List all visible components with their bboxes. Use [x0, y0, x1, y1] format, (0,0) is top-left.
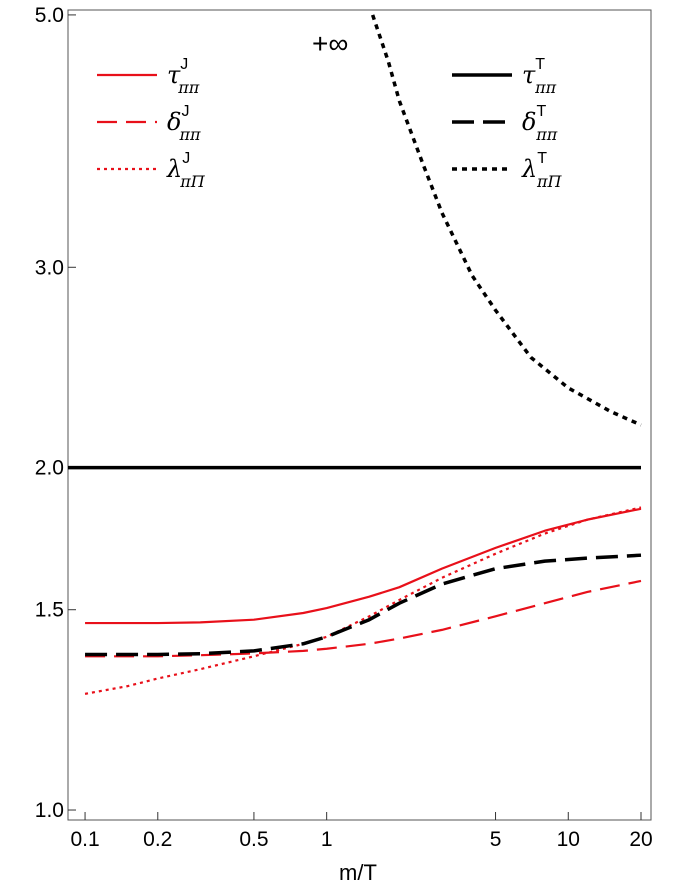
- legend-superscript: T: [536, 103, 546, 120]
- y-tick-label: 1.5: [35, 599, 64, 622]
- legend-superscript: J: [181, 103, 189, 120]
- plot-frame: [67, 9, 652, 821]
- y-tick-label: 1.0: [35, 799, 64, 822]
- legend-subscript: ππ: [534, 78, 557, 97]
- y-tick-label: 5.0: [35, 4, 64, 27]
- x-tick-label: 0.1: [70, 828, 99, 851]
- legend-subscript: ππ: [177, 78, 200, 97]
- y-tick-label: 2.0: [35, 457, 64, 480]
- legend-symbol: λ: [166, 155, 182, 183]
- x-tick-label: 0.5: [239, 828, 268, 851]
- x-tick-label: 10: [557, 828, 580, 851]
- legend-label-0: τJ ππ: [167, 56, 200, 97]
- legend-superscript: J: [182, 150, 190, 167]
- y-tick-label: 3.0: [35, 256, 64, 279]
- legend-label-1: δJ ππ: [167, 103, 201, 144]
- legend-symbol: δ: [522, 108, 536, 136]
- legend-subscript: πΠ: [536, 172, 563, 191]
- legend-symbol: δ: [167, 108, 181, 136]
- legend-label-5: λT πΠ: [521, 150, 563, 191]
- legend-symbol: τ: [522, 61, 536, 89]
- legend-subscript: ππ: [535, 125, 558, 144]
- legend-superscript: J: [180, 56, 188, 73]
- x-tick-label: 1: [321, 828, 333, 851]
- series-line-1: [85, 579, 642, 658]
- infinity-annotation: +∞: [312, 28, 348, 59]
- legend-superscript: T: [537, 150, 547, 167]
- x-tick-label: 5: [490, 828, 502, 851]
- legend-superscript: T: [535, 56, 545, 73]
- series-layer: [68, 14, 642, 695]
- legend-symbol: λ: [521, 155, 537, 183]
- x-axis-title: m/T: [339, 860, 377, 885]
- axis-ticks: 0.1 0.2 0.5 1 5 10 20 1.0 1.5 2.0 3.0 5.0: [35, 4, 653, 851]
- x-tick-label: 0.2: [143, 828, 172, 851]
- legend-subscript: ππ: [178, 125, 201, 144]
- legend-label-3: τT ππ: [522, 56, 557, 97]
- x-tick-label: 20: [629, 828, 652, 851]
- series-line-0: [85, 507, 642, 625]
- legend-symbol: τ: [167, 61, 181, 89]
- series-line-4: [85, 553, 642, 657]
- legend-label-4: δT ππ: [522, 103, 558, 144]
- legend-label-2: λJ πΠ: [166, 150, 206, 191]
- series-line-5: [370, 14, 642, 427]
- legend-subscript: πΠ: [179, 172, 206, 191]
